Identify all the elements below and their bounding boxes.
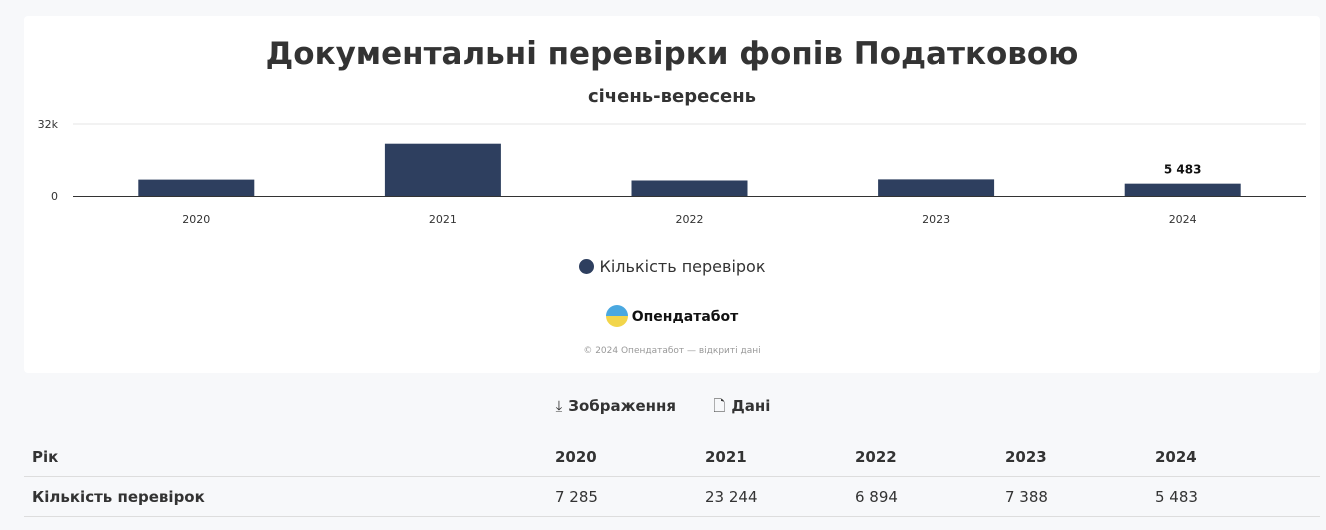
table-cell: 7 285 — [555, 476, 705, 517]
bar-2020 — [138, 179, 255, 196]
x-tick-label: 2023 — [922, 213, 950, 226]
table-row: Кількість перевірок 7 285 23 244 6 894 7… — [24, 476, 1320, 517]
chart-subtitle: січень-вересень — [587, 86, 757, 107]
chart-card: Документальні перевірки фопів Податковою… — [24, 16, 1320, 373]
bar-2024 — [1124, 183, 1241, 196]
bar-2023 — [878, 179, 995, 196]
bar-2022 — [631, 180, 748, 196]
download-data-label: Дані — [731, 397, 771, 415]
legend-label: Кількість перевірок — [599, 257, 766, 276]
table-header-cell: 2023 — [1005, 437, 1155, 477]
opendatabot-logo-icon — [605, 305, 628, 327]
table-header-cell: 2022 — [855, 437, 1005, 477]
legend-item[interactable]: Кількість перевірок — [24, 257, 1320, 276]
x-tick-label: 2020 — [182, 213, 210, 226]
table-cell: 5 483 — [1155, 476, 1320, 517]
y-tick-label: 32k — [38, 118, 59, 131]
table-cell: 6 894 — [855, 476, 1005, 517]
table-header-cell: 2020 — [555, 437, 705, 477]
download-image-label: Зображення — [568, 397, 677, 415]
table-cell: Кількість перевірок — [24, 476, 555, 517]
copyright: © 2024 Опендатабот — відкриті дані — [583, 346, 761, 356]
table-cell: 23 244 — [705, 476, 855, 517]
bar-2021 — [384, 143, 501, 196]
x-tick-label: 2022 — [676, 213, 704, 226]
table-header-row: Рік 2020 2021 2022 2023 2024 — [24, 437, 1320, 477]
x-tick-label: 2021 — [429, 213, 457, 226]
download-data-button[interactable]: 🗋 Дані — [713, 397, 770, 415]
chart-title: Документальні перевірки фопів Податковою — [265, 36, 1079, 72]
y-tick-label: 0 — [51, 190, 58, 203]
table-cell: 7 388 — [1005, 476, 1155, 517]
legend-dot-icon — [578, 259, 594, 274]
table-header-cell: 2024 — [1155, 437, 1320, 477]
logo-text: Опендатабот — [631, 309, 739, 325]
download-image-button[interactable]: ⤓ Зображення — [556, 397, 676, 415]
data-label: 5 483 — [1164, 163, 1202, 177]
x-tick-label: 2024 — [1169, 213, 1197, 226]
bar-chart: 0 32k 2020 2021 2022 2023 2024 5 483 — [38, 118, 1306, 226]
data-table: Рік 2020 2021 2022 2023 2024 Кількість п… — [24, 437, 1320, 517]
table-header-cell: 2021 — [705, 437, 855, 477]
table-header-cell: Рік — [24, 437, 555, 477]
logo: Опендатабот — [24, 305, 1320, 327]
download-icon: ⤓ — [555, 397, 563, 415]
csv-file-icon: 🗋 — [713, 397, 726, 415]
